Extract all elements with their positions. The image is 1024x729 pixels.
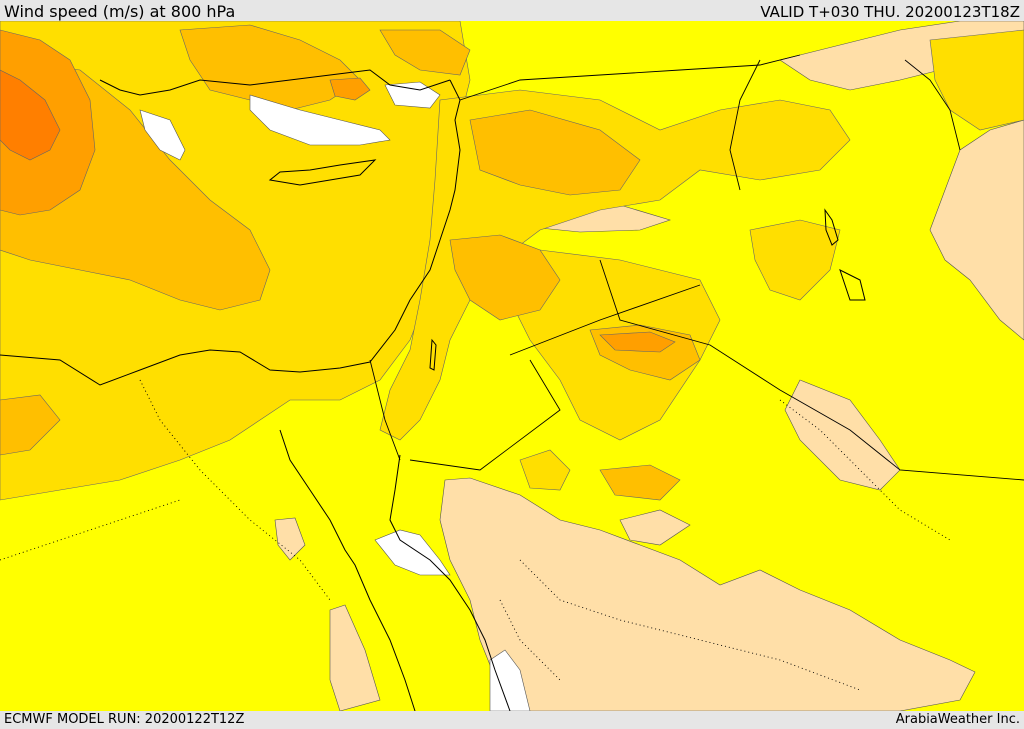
gulf-fresh-region bbox=[519, 449, 571, 491]
levant-coastline bbox=[0, 79, 461, 386]
cyprus-calm-region bbox=[249, 94, 391, 146]
border-saudi bbox=[409, 359, 561, 471]
header-bar: Wind speed (m/s) at 800 hPa VALID T+030 … bbox=[0, 0, 1024, 21]
dotted-border-egypt bbox=[139, 379, 331, 601]
dead-sea-coastline bbox=[429, 338, 437, 371]
calm-regions bbox=[139, 81, 531, 711]
wind-speed-map[interactable] bbox=[0, 21, 1024, 711]
border-syria-iraq bbox=[599, 259, 1024, 481]
map-canvas bbox=[0, 21, 1024, 711]
plateau-very-strong-region bbox=[599, 331, 676, 353]
credit-label: ArabiaWeather Inc. bbox=[895, 712, 1020, 727]
lake-outline bbox=[824, 208, 839, 246]
west-light-region bbox=[274, 517, 306, 561]
east-light-region bbox=[784, 379, 901, 491]
coastlines bbox=[0, 69, 866, 711]
valid-time: VALID T+030 THU. 20200123T18Z bbox=[760, 3, 1020, 21]
north-calm-region bbox=[384, 81, 441, 109]
arabia-light-region bbox=[439, 477, 976, 711]
egypt-strong-region bbox=[0, 394, 61, 456]
lower-strong-region bbox=[599, 464, 681, 501]
cyprus-coastline bbox=[268, 159, 377, 186]
gulf-coastline bbox=[839, 269, 866, 301]
sea-calm-region bbox=[139, 109, 186, 161]
borders bbox=[369, 54, 1024, 481]
border-jordan bbox=[509, 284, 701, 356]
core-max-region bbox=[0, 69, 61, 161]
model-run-label: ECMWF MODEL RUN: 20200122T12Z bbox=[4, 712, 245, 727]
dotted-border-south bbox=[499, 599, 561, 681]
iran-fresh-region bbox=[929, 29, 1024, 131]
map-title: Wind speed (m/s) at 800 hPa bbox=[4, 2, 236, 21]
mid-light-region bbox=[619, 509, 691, 546]
border-turkey-syria bbox=[459, 54, 801, 101]
dotted-borders bbox=[0, 379, 951, 691]
south-calm-region bbox=[489, 649, 531, 711]
far-east-light-region bbox=[929, 119, 1024, 341]
syria-strong-region bbox=[469, 109, 641, 196]
footer-bar: ECMWF MODEL RUN: 20200122T12Z ArabiaWeat… bbox=[0, 711, 1024, 729]
border-egypt bbox=[369, 359, 401, 461]
max-wind-regions bbox=[0, 69, 61, 161]
red-sea-east-coastline bbox=[389, 454, 511, 711]
south-light-region bbox=[329, 604, 381, 711]
levant-fresh-region bbox=[379, 89, 851, 441]
border-east bbox=[904, 59, 961, 151]
red-sea-west-coastline bbox=[279, 429, 416, 711]
jordan-strong-region bbox=[449, 234, 561, 321]
iraq-fresh-region bbox=[749, 219, 841, 301]
center-very-strong-region bbox=[329, 77, 371, 101]
turkey-coastline bbox=[99, 69, 451, 96]
north-strong-region bbox=[379, 29, 471, 76]
border-iraq-iran bbox=[729, 59, 761, 191]
red-sea-calm-region bbox=[374, 529, 451, 576]
